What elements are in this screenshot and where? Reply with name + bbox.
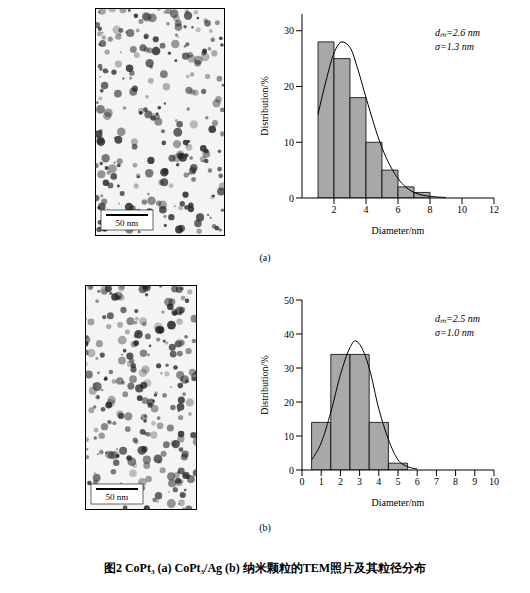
html-text:dₘ=2.5 nm: dₘ=2.5 nm — [435, 313, 480, 324]
svg-text:4: 4 — [364, 204, 369, 215]
svg-text:0: 0 — [300, 476, 305, 487]
html-text:(a): (a) — [259, 252, 271, 263]
svg-text:0: 0 — [289, 193, 294, 204]
svg-text:50: 50 — [284, 295, 294, 306]
html-text:σ=1.3 nm: σ=1.3 nm — [435, 41, 474, 52]
svg-text:Diameter/nm: Diameter/nm — [372, 225, 425, 236]
svg-text:12: 12 — [489, 204, 499, 215]
svg-text:6: 6 — [415, 476, 420, 487]
svg-text:Diameter/nm: Diameter/nm — [372, 497, 425, 508]
svg-text:8: 8 — [428, 204, 433, 215]
svg-text:Distribution/%: Distribution/% — [259, 355, 270, 414]
html-text:σ=1.0 nm: σ=1.0 nm — [435, 327, 474, 338]
svg-text:5: 5 — [396, 476, 401, 487]
svg-text:10: 10 — [489, 476, 499, 487]
svg-text:0: 0 — [289, 465, 294, 476]
svg-text:30: 30 — [284, 25, 294, 36]
svg-text:6: 6 — [396, 204, 401, 215]
svg-text:Distribution/%: Distribution/% — [259, 76, 270, 135]
svg-text:40: 40 — [284, 329, 294, 340]
svg-text:7: 7 — [434, 476, 439, 487]
svg-text:50 nm: 50 nm — [106, 492, 129, 502]
svg-text:20: 20 — [284, 397, 294, 408]
svg-text:10: 10 — [284, 137, 294, 148]
html-text:dₘ=2.6 nm: dₘ=2.6 nm — [435, 27, 480, 38]
svg-text:9: 9 — [472, 476, 477, 487]
svg-text:1: 1 — [319, 476, 324, 487]
svg-text:2: 2 — [332, 204, 337, 215]
svg-text:10: 10 — [457, 204, 467, 215]
svg-text:50 nm: 50 nm — [116, 218, 139, 228]
svg-text:10: 10 — [284, 431, 294, 442]
html-text:图2 CoPt₃ (a) CoPt₃/Ag (b) 纳米颗粒: 图2 CoPt₃ (a) CoPt₃/Ag (b) 纳米颗粒的TEM照片及其粒径… — [103, 561, 427, 575]
html-text:(b): (b) — [259, 522, 271, 533]
svg-text:8: 8 — [453, 476, 458, 487]
svg-text:2: 2 — [338, 476, 343, 487]
svg-text:20: 20 — [284, 81, 294, 92]
svg-text:30: 30 — [284, 363, 294, 374]
svg-text:3: 3 — [357, 476, 362, 487]
svg-text:4: 4 — [376, 476, 381, 487]
